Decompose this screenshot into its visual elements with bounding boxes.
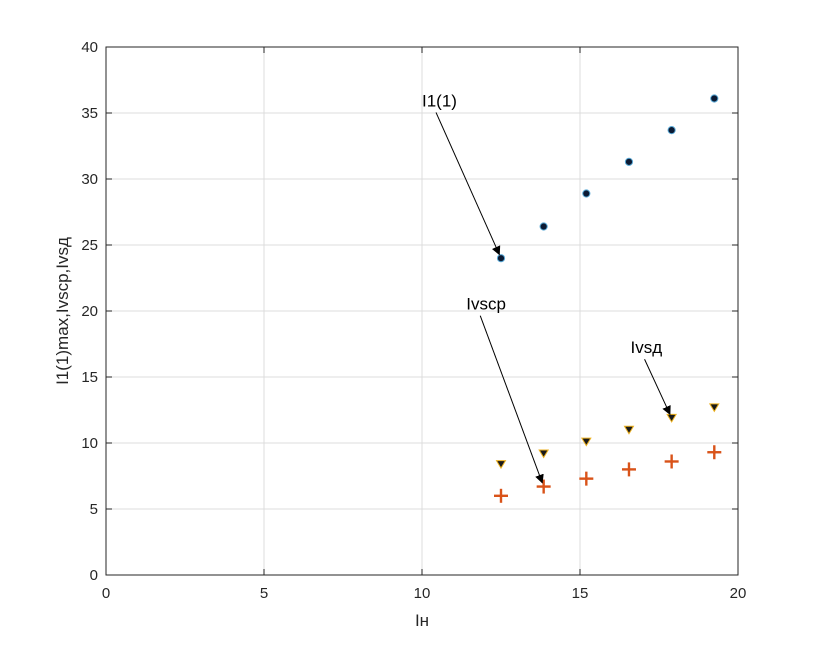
annotation-label: I1(1)	[422, 91, 457, 110]
x-tick-label: 10	[414, 585, 431, 602]
y-tick-label: 25	[81, 237, 98, 254]
axis-ticks: 0 5 10 15 20 0 5 10 15 20 25 30 35 40	[81, 39, 746, 602]
data-point-ivsd	[666, 413, 678, 423]
data-point-i1	[539, 222, 548, 231]
data-point-ivsd	[708, 403, 720, 413]
data-point-ivsd	[580, 437, 592, 447]
y-tick-label: 15	[81, 369, 98, 386]
x-axis-label: Iн	[415, 611, 429, 630]
x-tick-label: 20	[730, 585, 747, 602]
data-point-ivscp	[536, 479, 551, 494]
annotation-arrow	[644, 359, 671, 416]
annotation-arrow	[435, 112, 501, 256]
annotation-arrow	[479, 315, 544, 484]
data-point-i1	[624, 157, 634, 166]
y-tick-label: 5	[90, 501, 98, 518]
data-point-ivscp	[494, 488, 508, 503]
annotations: I1(1) Ivscp Ivsд	[422, 91, 671, 484]
data-point-i1	[496, 254, 506, 263]
y-tick-label: 30	[81, 171, 98, 188]
data-point-ivscp	[621, 462, 636, 477]
data-point-ivsd	[623, 425, 635, 435]
x-tick-label: 5	[260, 585, 268, 602]
y-tick-label: 20	[81, 303, 98, 320]
data-point-ivsd	[495, 460, 507, 470]
y-axis-label: I1(1)max,Ivscp,Ivsд	[53, 237, 72, 385]
data-point-i1	[667, 126, 676, 135]
x-tick-label: 15	[572, 585, 589, 602]
y-tick-label: 40	[81, 39, 98, 56]
x-tick-label: 0	[102, 585, 110, 602]
y-tick-label: 10	[81, 435, 98, 452]
y-tick-label: 35	[81, 105, 98, 122]
annotation-label: Ivsд	[631, 338, 663, 357]
data-point-i1	[710, 94, 719, 103]
data-point-i1	[582, 189, 591, 198]
data-point-ivscp	[664, 454, 679, 469]
y-tick-label: 0	[90, 567, 98, 584]
data-point-ivscp	[579, 471, 594, 486]
data-markers	[494, 94, 722, 503]
annotation-label: Ivscp	[466, 295, 506, 314]
grid-lines	[105, 46, 739, 576]
data-point-ivsd	[538, 449, 550, 459]
data-point-ivscp	[707, 445, 722, 460]
